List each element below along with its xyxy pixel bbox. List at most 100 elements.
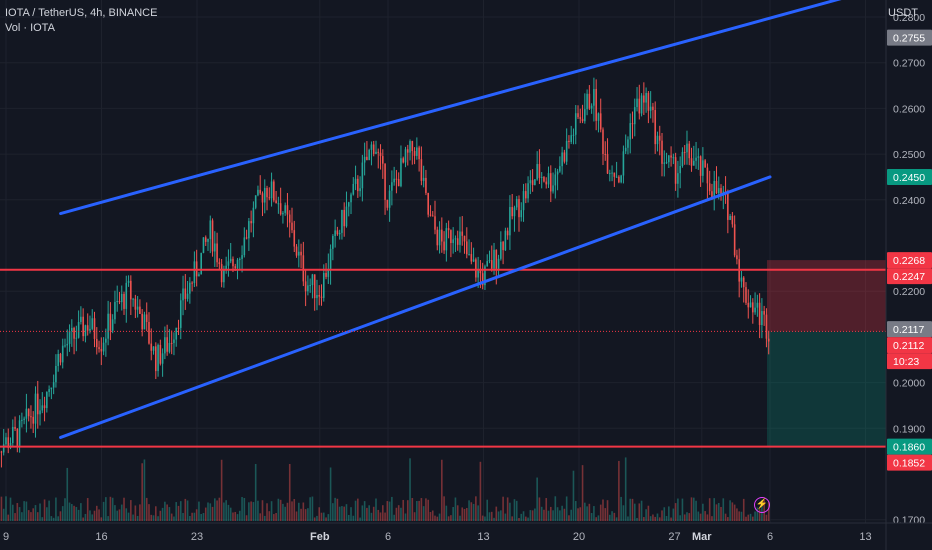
symbol-title[interactable]: IOTA / TetherUS, 4h, BINANCE — [5, 7, 158, 19]
volume-bar — [749, 513, 752, 521]
volume-bar — [170, 513, 173, 521]
candle-body — [758, 302, 761, 326]
volume-bar — [545, 498, 548, 521]
volume-bar — [413, 512, 416, 521]
candle-body — [481, 273, 484, 286]
candle-body — [720, 188, 722, 194]
volume-bar — [574, 501, 577, 521]
volume-bar — [670, 517, 672, 521]
volume-bar — [379, 512, 382, 521]
volume-bar — [395, 507, 398, 521]
price-label: 10:23 — [893, 356, 919, 368]
candle-body — [381, 156, 384, 164]
take-profit-zone[interactable] — [767, 331, 886, 447]
volume-bar — [257, 500, 259, 521]
candle-body — [363, 156, 366, 163]
candle-body — [477, 268, 479, 278]
volume-bar — [497, 511, 500, 521]
volume-bar — [738, 511, 740, 521]
trend-channel[interactable] — [59, 0, 866, 439]
candle-body — [311, 274, 314, 286]
volume-bar — [549, 506, 552, 521]
candle-body — [597, 113, 600, 121]
candle-body — [606, 154, 609, 174]
volume-bar — [154, 506, 157, 521]
candle-body — [475, 259, 477, 278]
volume-bar — [422, 506, 425, 521]
volume-bar — [552, 510, 554, 521]
volume-bar — [50, 516, 53, 521]
candle-body — [733, 224, 736, 256]
candle-body — [525, 191, 527, 199]
volume-bar — [39, 503, 41, 521]
volume-bar — [579, 507, 582, 521]
candle-body — [2, 444, 5, 453]
volume-bar — [593, 506, 595, 521]
volume-bar — [747, 514, 750, 521]
candle-body — [39, 410, 41, 415]
stop-loss-zone[interactable] — [767, 260, 886, 332]
candle-body — [166, 337, 168, 352]
volume-bar — [538, 497, 541, 521]
candle-body — [608, 173, 611, 175]
volume-bar — [570, 509, 573, 521]
candle-body — [61, 345, 64, 363]
time-tick-label: 13 — [477, 531, 489, 543]
currency-label: USDT — [888, 7, 918, 19]
candle-body — [25, 408, 28, 419]
volume-bar — [250, 501, 252, 521]
candle-body — [629, 123, 632, 140]
volume-bar — [223, 502, 225, 521]
candle-body — [100, 349, 103, 352]
short-position-box[interactable] — [767, 260, 886, 447]
candle-body — [286, 205, 289, 215]
candle-body — [581, 118, 584, 122]
candle-body — [658, 135, 661, 141]
volume-bar — [118, 509, 121, 521]
candle-body — [77, 321, 80, 338]
volume-bar — [245, 515, 248, 521]
volume-bar — [706, 514, 709, 521]
volume-bar — [493, 517, 495, 521]
candle-body — [767, 338, 770, 342]
time-axis[interactable]: 9 16 23 Feb 6 13 20 27 Mar 6 13 — [0, 522, 932, 543]
candle-body — [411, 141, 414, 151]
volume-bar — [470, 502, 473, 521]
candle-body — [493, 249, 495, 269]
volume-bar — [649, 516, 652, 521]
time-tick-label: Feb — [310, 531, 330, 543]
volume-bar — [5, 496, 7, 521]
volume-bar — [368, 505, 370, 521]
volume-bar — [400, 507, 402, 521]
candle-body — [259, 189, 262, 194]
candle-body — [309, 285, 311, 287]
candle-body — [302, 255, 305, 282]
volume-bar — [692, 497, 695, 521]
volume-bar — [43, 499, 46, 521]
volume-bar — [459, 515, 461, 521]
horizontal-levels[interactable] — [0, 268, 886, 448]
volume-bar — [141, 463, 143, 521]
candle-body — [674, 157, 677, 184]
volume-bar — [767, 501, 770, 521]
volume-bar — [234, 511, 237, 521]
candle-body — [681, 151, 684, 166]
volume-indicator-label[interactable]: Vol · IOTA — [5, 22, 55, 34]
candle-body — [534, 179, 536, 185]
candle-body — [747, 302, 750, 308]
candle-body — [647, 92, 650, 111]
candle-body — [568, 140, 570, 142]
lightning-icon[interactable]: ⚡ — [754, 497, 770, 513]
candle-body — [500, 241, 502, 259]
volume-bar — [32, 508, 35, 521]
candle-body — [68, 331, 71, 344]
volume-bar — [302, 502, 305, 521]
volume-bar — [536, 477, 538, 521]
volume-bar — [465, 507, 468, 521]
volume-bar — [177, 505, 180, 521]
price-axis[interactable]: 0.2800 0.2700 0.2600 0.2500 0.2400 0.2200 0.20… — [885, 0, 932, 550]
candle-body — [322, 272, 325, 298]
candle-body — [602, 129, 604, 154]
volume-bar — [64, 498, 66, 521]
